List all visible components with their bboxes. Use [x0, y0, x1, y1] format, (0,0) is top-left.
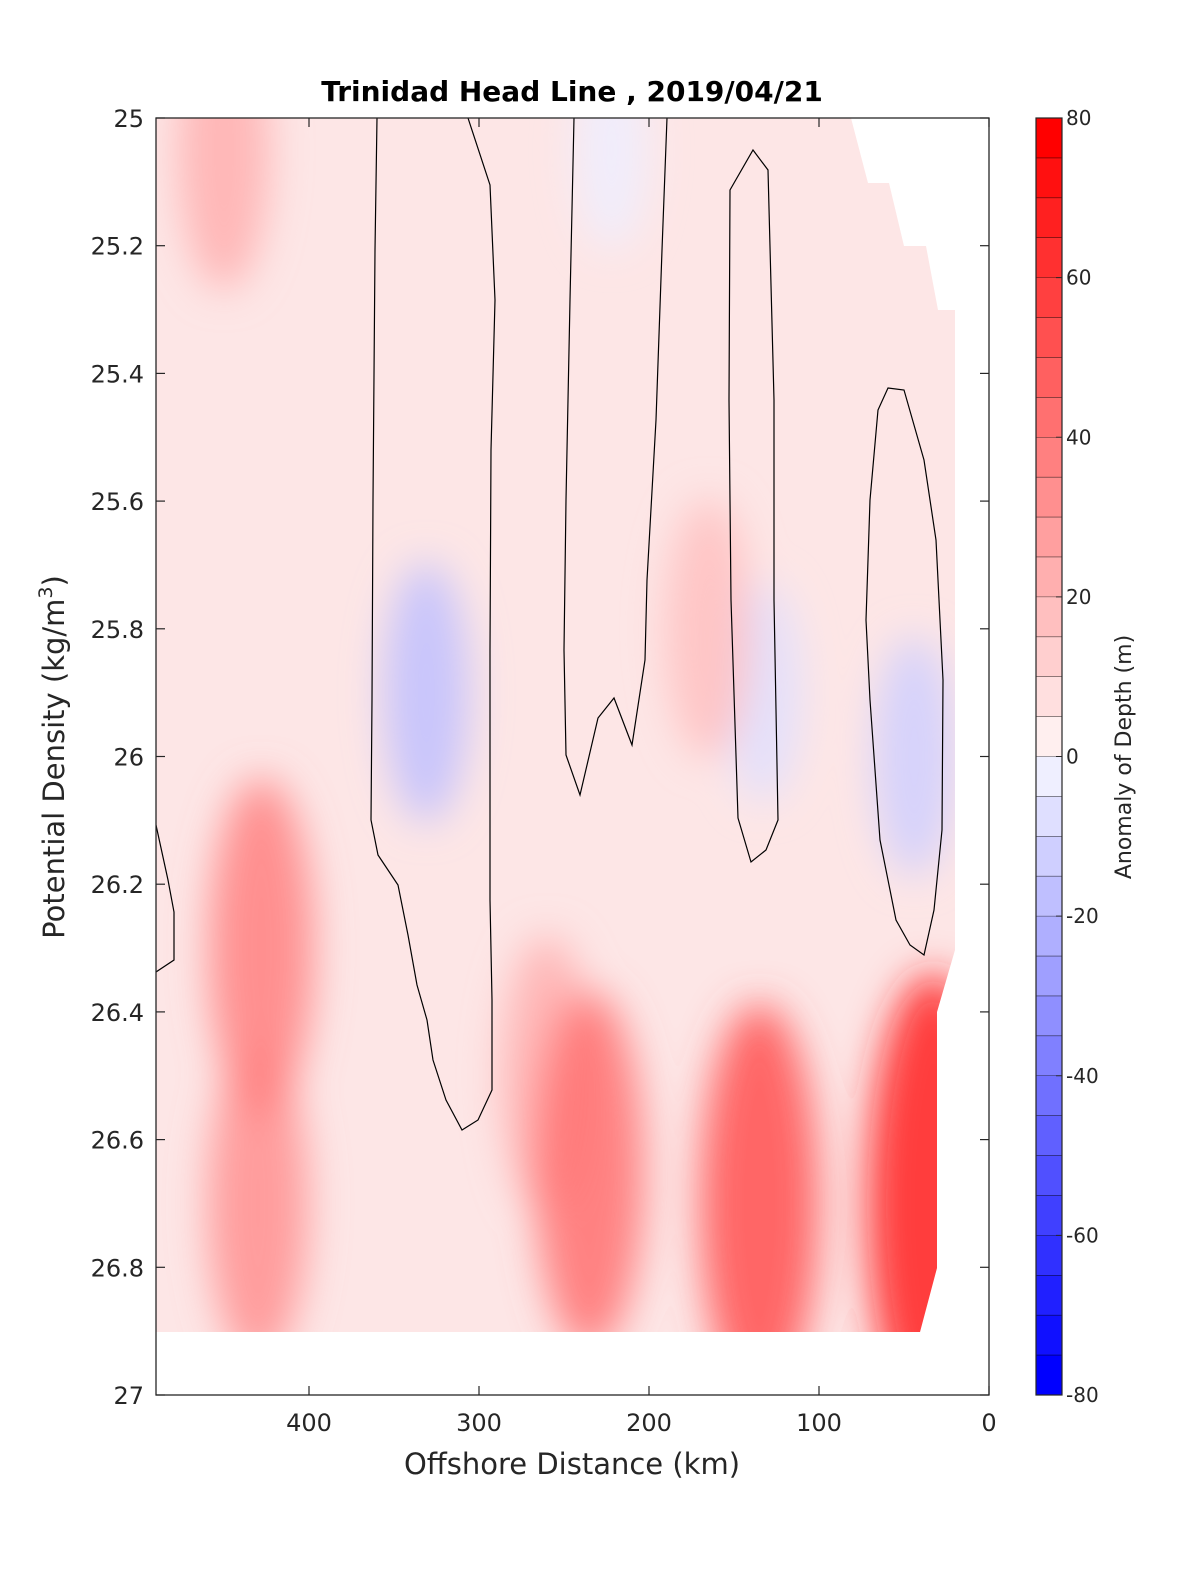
y-axis-label-main: Potential Density (kg/m: [37, 599, 71, 939]
x-tick-label: 200: [626, 1409, 672, 1437]
colorbar-band: [1036, 1195, 1062, 1236]
zero-contour-line: [865, 387, 944, 957]
y-tick-label: 26: [113, 744, 144, 772]
colorbar-tick-label: 20: [1066, 585, 1091, 609]
colorbar-band: [1036, 1315, 1062, 1356]
positive-anomaly-region: [209, 778, 314, 1119]
y-tick-label: 27: [113, 1382, 144, 1410]
colorbar-band: [1036, 397, 1062, 438]
colorbar-band: [1036, 1275, 1062, 1316]
colorbar-band: [1036, 317, 1062, 358]
colorbar-band: [1036, 1355, 1062, 1396]
colorbar-band: [1036, 956, 1062, 997]
colorbar-band: [1036, 916, 1062, 957]
x-tick-label: 400: [286, 1409, 332, 1437]
colorbar-band: [1036, 517, 1062, 558]
colorbar-band: [1036, 876, 1062, 917]
negative-anomaly-region: [575, 118, 648, 250]
y-tick-label: 26.4: [91, 999, 144, 1027]
zero-contours: [156, 118, 944, 1131]
colorbar-band: [1036, 716, 1062, 757]
colorbar-band: [1036, 477, 1062, 518]
y-axis-label: Potential Density (kg/m3): [35, 575, 71, 939]
zero-contour-line: [370, 118, 496, 1131]
colorbar-tick-label: -40: [1066, 1064, 1099, 1088]
colorbar-tick-label: 0: [1066, 745, 1079, 769]
negative-anomaly-region: [873, 636, 955, 877]
colorbar-band: [1036, 596, 1062, 638]
y-tick-label: 25: [113, 105, 144, 133]
negative-anomaly-region: [383, 562, 470, 823]
positive-anomaly-region: [208, 1043, 308, 1332]
colorbar-tick-label: -60: [1066, 1223, 1099, 1247]
axes-ticks: 400 300 200 100 0 25 25.2 25.4 25.6 25.8 26 26.2 26.…: [91, 105, 997, 1437]
y-tick-label: 26.8: [91, 1254, 144, 1282]
colorbar-band: [1036, 1115, 1062, 1157]
anomaly-field: [178, 118, 955, 1332]
positive-anomaly-region: [665, 498, 752, 759]
colorbar-band: [1036, 995, 1062, 1037]
colorbar-band: [1036, 1035, 1062, 1077]
positive-anomaly-region: [867, 973, 955, 1332]
zero-contour-line: [563, 118, 668, 798]
colorbar-ticks: 80 60 40 20 0 -20 -40 -60 -80: [1056, 106, 1099, 1407]
colorbar-tick-label: -80: [1066, 1383, 1099, 1407]
colorbar-band: [1036, 676, 1062, 718]
colorbar-band: [1036, 1155, 1062, 1196]
colorbar-band: [1036, 836, 1062, 877]
colorbar-bands: [1036, 118, 1062, 1396]
colorbar-band: [1036, 796, 1062, 837]
zero-contour-line: [156, 824, 175, 973]
colorbar-band: [1036, 237, 1062, 279]
x-axis-label: Offshore Distance (km): [404, 1447, 740, 1481]
colorbar-band: [1036, 636, 1062, 678]
colorbar-tick-label: 40: [1066, 425, 1091, 449]
colorbar-band: [1036, 437, 1062, 478]
colorbar-band: [1036, 756, 1062, 797]
plot-area: [156, 118, 989, 1395]
y-tick-label: 25.8: [91, 616, 144, 644]
positive-anomaly-region: [700, 1003, 819, 1332]
y-tick-label: 26.6: [91, 1127, 144, 1155]
y-tick-label: 25.2: [91, 233, 144, 261]
x-tick-label: 100: [796, 1409, 842, 1437]
y-axis-label-superscript: 3: [35, 586, 57, 598]
colorbar-band: [1036, 197, 1062, 239]
y-tick-label: 26.2: [91, 871, 144, 899]
colorbar-band: [1036, 1075, 1062, 1117]
chart-title: Trinidad Head Line , 2019/04/21: [321, 75, 823, 108]
colorbar: 80 60 40 20 0 -20 -40 -60 -80 Anomaly of Depth (…: [1035, 106, 1137, 1407]
zero-contour-line: [728, 148, 779, 864]
colorbar-label: Anomaly of Depth (m): [1112, 635, 1137, 879]
y-axis-label-suffix: ): [37, 575, 71, 586]
colorbar-band: [1036, 277, 1062, 319]
colorbar-band: [1036, 357, 1062, 398]
positive-anomaly-region: [178, 118, 270, 290]
y-tick-label: 25.4: [91, 360, 144, 388]
colorbar-band: [1036, 556, 1062, 598]
positive-anomaly-region: [535, 991, 644, 1332]
colorbar-tick-label: 80: [1066, 106, 1091, 130]
x-tick-label: 300: [456, 1409, 502, 1437]
y-tick-label: 25.6: [91, 488, 144, 516]
colorbar-band: [1036, 1235, 1062, 1276]
x-tick-label: 0: [981, 1409, 996, 1437]
colorbar-band: [1036, 157, 1062, 199]
colorbar-tick-label: -20: [1066, 904, 1099, 928]
colorbar-band: [1036, 118, 1062, 159]
colorbar-tick-label: 60: [1066, 266, 1091, 290]
